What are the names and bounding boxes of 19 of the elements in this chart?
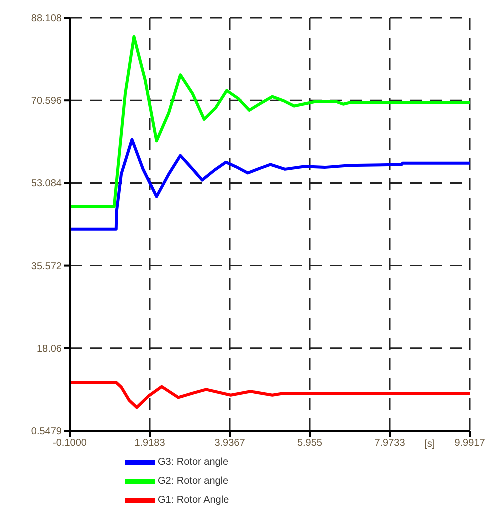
y-tick-label: 35.572 [31, 261, 62, 272]
x-tick-label: 5.955 [297, 438, 323, 450]
x-tick-label: 7.9733 [374, 438, 406, 450]
legend-label: G3: Rotor angle [158, 457, 229, 468]
y-tick-label: 70.596 [31, 96, 62, 108]
y-tick-label: 88.108 [31, 14, 62, 25]
y-tick-label: 18.06 [36, 344, 62, 355]
x-tick-label: 3.9367 [214, 438, 246, 450]
x-tick-label: 9.9917 [454, 438, 486, 450]
x-tick-label: 1.9183 [134, 438, 166, 450]
y-tick-label: 0.5479 [31, 426, 62, 438]
line-series [70, 138, 470, 231]
y-tick-label: 53.084 [31, 178, 62, 190]
legend-label: G1: Rotor Angle [158, 495, 230, 506]
legend-label: G2: Rotor angle [158, 476, 229, 487]
line-series [70, 381, 470, 410]
x-axis-title: [s] [424, 439, 436, 450]
x-tick-label: -0.1000 [53, 438, 88, 450]
line-series [70, 35, 470, 208]
